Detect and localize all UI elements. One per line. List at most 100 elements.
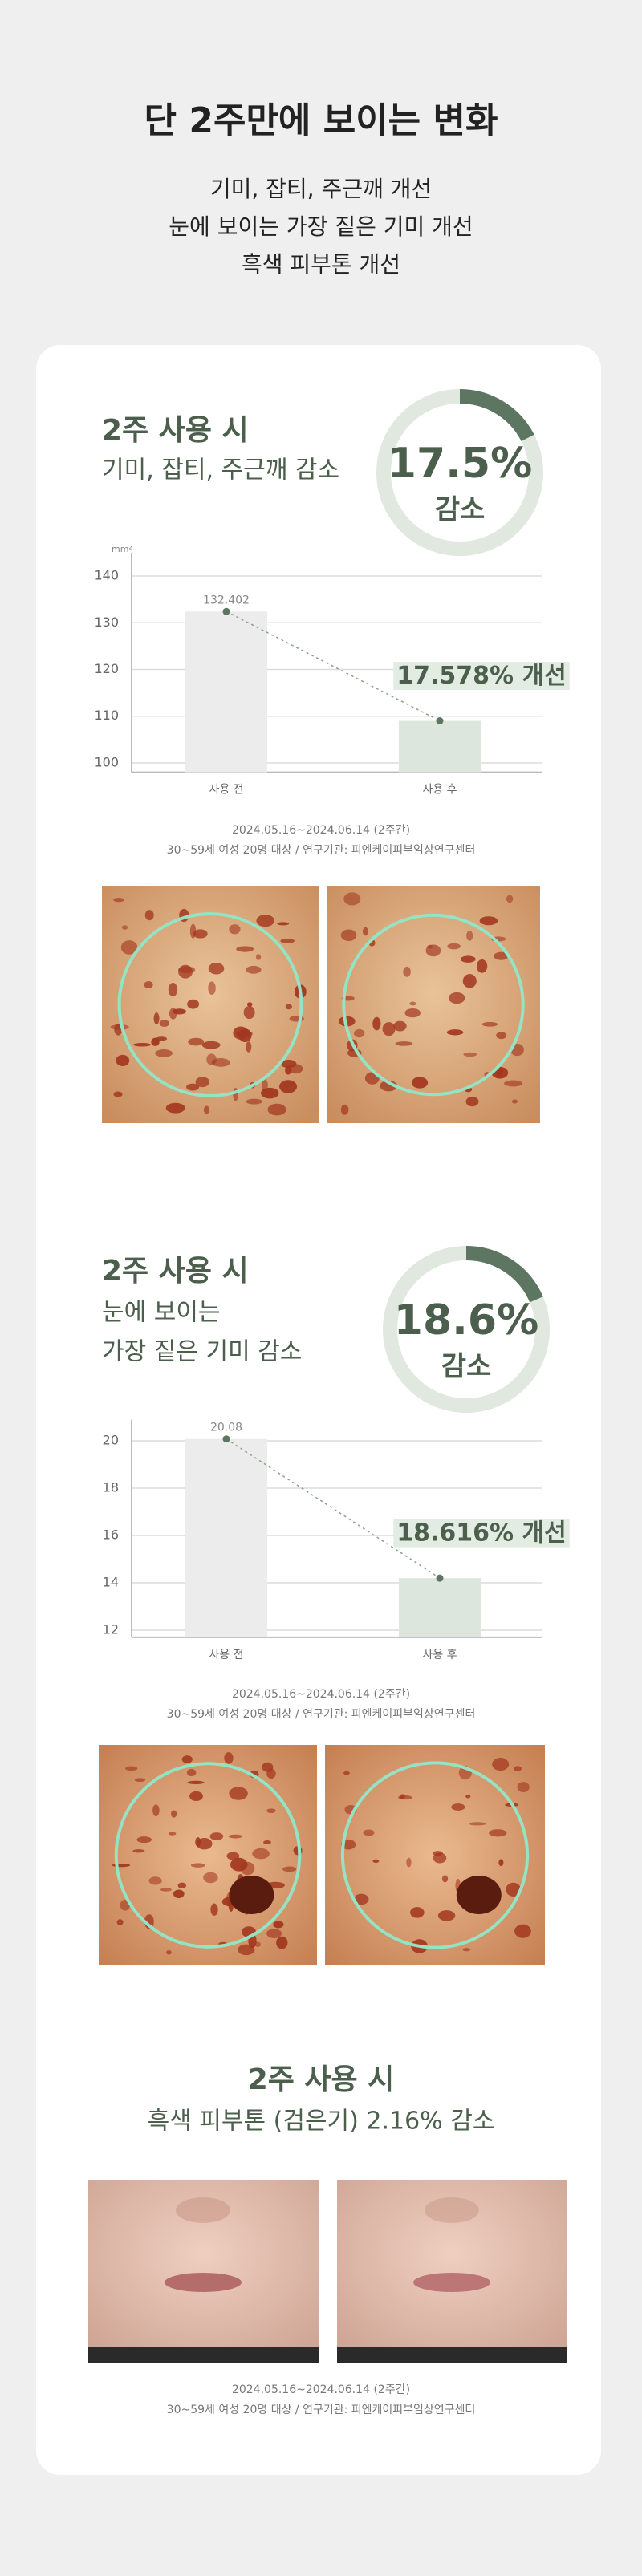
spot (133, 1043, 152, 1047)
trend-dot (436, 717, 444, 725)
y-tick-label: 20 (103, 1433, 119, 1448)
header-line: 눈에 보이는 가장 짙은 기미 개선 (169, 213, 473, 240)
x-tick-label: 사용 후 (422, 1649, 457, 1661)
spot (168, 982, 178, 997)
spot (132, 1849, 145, 1853)
spot (479, 916, 498, 926)
skin-photo (327, 886, 540, 1123)
spot (262, 1762, 274, 1772)
footnote: 2024.05.16~2024.06.14 (2주간) (232, 2383, 410, 2396)
y-tick-label: 18 (103, 1480, 119, 1495)
spot (243, 1005, 255, 1020)
spot (410, 1907, 425, 1918)
spot (354, 1893, 369, 1905)
spot (409, 1001, 416, 1006)
x-tick-label: 사용 후 (422, 784, 457, 797)
spot (354, 1028, 365, 1038)
spot (252, 1848, 270, 1860)
spot (338, 1016, 356, 1027)
spot (151, 1037, 160, 1047)
annotation: 17.578% 개선 (396, 662, 566, 690)
spot (203, 1105, 210, 1114)
ring-caption: 감소 (441, 1351, 492, 1383)
spot (160, 1888, 173, 1892)
spot (266, 1929, 282, 1938)
ring-arc (459, 389, 534, 442)
section-heading: 2주 사용 시 (102, 414, 249, 447)
spot (177, 1882, 187, 1889)
spot (447, 943, 461, 950)
spot (482, 1021, 498, 1027)
spot (372, 1016, 381, 1031)
spot (261, 1087, 279, 1099)
bar (185, 1438, 267, 1637)
spot (236, 946, 254, 952)
y-tick-label: 110 (94, 708, 119, 723)
spot (210, 1903, 218, 1916)
ring-caption: 감소 (435, 494, 486, 526)
spot (201, 1041, 221, 1049)
trend-dot (222, 607, 230, 615)
spot (476, 959, 488, 973)
spot (208, 981, 216, 996)
photo-bg (327, 886, 540, 1123)
spot (404, 1008, 421, 1018)
spot (159, 1020, 169, 1027)
unit-label: mm² (112, 544, 132, 554)
face-photo (337, 2180, 567, 2363)
spot (186, 1083, 200, 1091)
section-heading: 2주 사용 시 (102, 1255, 249, 1288)
spot (398, 1795, 412, 1800)
annotation: 18.616% 개선 (396, 1519, 566, 1548)
spot (112, 1864, 131, 1868)
spot (463, 1052, 477, 1057)
spot (411, 1077, 429, 1089)
spot (403, 966, 411, 977)
header-line: 기미, 잡티, 주근깨 개선 (210, 176, 432, 202)
footnote: 2024.05.16~2024.06.14 (2주간) (232, 824, 410, 837)
spot (125, 1766, 138, 1771)
spot (233, 1088, 238, 1101)
spot (362, 927, 368, 936)
spot (363, 1829, 375, 1836)
y-tick-label: 14 (103, 1575, 119, 1590)
spot (208, 962, 225, 975)
spot (462, 1948, 471, 1952)
spot (188, 1037, 205, 1046)
spot (494, 951, 509, 960)
spot (206, 1053, 217, 1065)
spot (190, 1863, 205, 1868)
spot (166, 1950, 172, 1955)
spot (372, 1859, 380, 1863)
spot (277, 922, 290, 926)
spot (441, 1875, 449, 1883)
y-tick-label: 120 (94, 661, 119, 676)
spot (425, 944, 441, 957)
spot (226, 1852, 240, 1860)
spot (395, 1041, 413, 1046)
face-photo (88, 2180, 319, 2363)
marker-circle (114, 1762, 302, 1949)
spot (186, 1768, 197, 1777)
ring-value: 18.6% (394, 1296, 538, 1345)
spot (113, 1091, 123, 1097)
spot (187, 999, 200, 1009)
spot (229, 1876, 274, 1914)
spot (178, 964, 193, 979)
spot (110, 1024, 129, 1030)
spot (209, 1832, 224, 1840)
spot (229, 924, 241, 935)
spot (448, 992, 465, 1004)
bar (399, 1578, 481, 1637)
footnote: 30~59세 여성 20명 대상 / 연구기관: 피엔케이피부임상연구센터 (167, 2404, 476, 2416)
spot (193, 929, 208, 939)
spot (228, 1834, 243, 1839)
spot (340, 1104, 349, 1115)
spot (406, 1857, 412, 1868)
spot (165, 1102, 185, 1114)
section-subtitle: 흑색 피부톤 (검은기) 2.16% 감소 (148, 2107, 495, 2136)
spot (116, 1919, 124, 1925)
spot (340, 929, 357, 942)
